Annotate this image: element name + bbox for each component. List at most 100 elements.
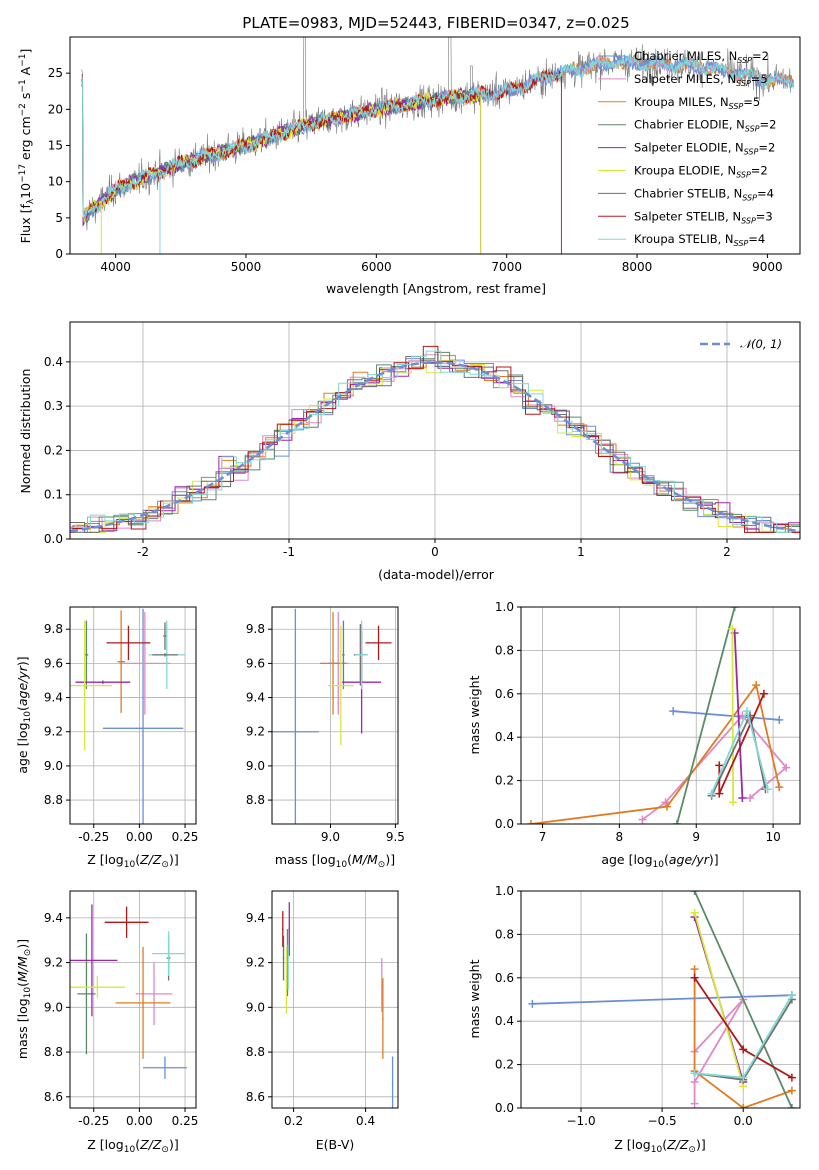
- legend-label: Salpeter STELIB, NSSP=3: [634, 209, 773, 225]
- y-tick-label: 9.6: [246, 656, 265, 670]
- legend-label: Salpeter ELODIE, NSSP=2: [634, 141, 775, 157]
- residuals-ylabel: Normed distribution: [18, 369, 33, 494]
- x-tick-label: 0.25: [172, 1114, 199, 1128]
- y-tick-label: 0.4: [495, 730, 514, 744]
- x-tick-label: −1.0: [566, 1114, 595, 1128]
- weight-marker: [775, 783, 784, 792]
- y-tick-label: 9.0: [246, 1000, 265, 1014]
- weight-marker: [739, 1073, 748, 1082]
- histograms: [70, 345, 800, 533]
- weight-marker: [787, 1104, 796, 1108]
- massE-xlabel: E(B-V): [316, 1137, 355, 1152]
- error-bars: [282, 902, 394, 1108]
- y-tick-label: 8.8: [246, 793, 265, 807]
- y-tick-label: 9.4: [44, 691, 63, 705]
- weight-line: [693, 891, 793, 1108]
- weight-lines: [526, 607, 791, 824]
- y-tick-label: 9.8: [246, 622, 265, 636]
- y-tick-label: 9.4: [246, 911, 265, 925]
- weight-line: [693, 912, 745, 1087]
- massweight-vs-age-panel: 7 8 9 10 0.0 0.2 0.4 0.6 0.8 1.0: [495, 600, 801, 844]
- y-tick-label: 0.8: [495, 927, 514, 941]
- y-tick-label: 9.0: [246, 759, 265, 773]
- x-tick-label: −0.5: [648, 1114, 677, 1128]
- spectrum-legend: Chabrier MILES, NSSP=2 Salpeter MILES, NS…: [598, 49, 776, 248]
- residuals-panel: -2 -1 0 1 2 0.0 0.1 0.2 0.3 0.4 𝒩(0, 1): [44, 321, 801, 559]
- weight-marker: [707, 789, 716, 798]
- axes-frame: [69, 36, 801, 255]
- histogram-line: [70, 360, 800, 533]
- weight-line: [731, 628, 734, 803]
- weight-line: [733, 632, 744, 799]
- age-vs-mass-panel: 9.0 9.5 8.8 9.0 9.2 9.4 9.6 9.8: [246, 606, 405, 844]
- model-line: [81, 54, 794, 218]
- y-tick-label: 0.0: [44, 532, 63, 546]
- axes-frame: [271, 606, 399, 825]
- legend-label: Chabrier STELIB, NSSP=4: [634, 186, 774, 202]
- y-tick-label: 0.2: [495, 774, 514, 788]
- spectrum-lines: [81, 37, 794, 254]
- weight-marker: [690, 1099, 699, 1108]
- y-tick-label: 0.4: [495, 1014, 514, 1028]
- legend-label: Salpeter MILES, NSSP=5: [634, 72, 768, 88]
- y-tick-label: 15: [48, 139, 63, 153]
- y-tick-label: 0.8: [495, 643, 514, 657]
- weight-marker: [715, 789, 724, 798]
- normal-curve: [70, 361, 800, 533]
- weight-marker: [715, 761, 724, 770]
- mwAge-xlabel: age [log10(age/yr)]: [601, 852, 718, 870]
- y-tick-label: 9.8: [44, 622, 63, 636]
- x-tick-label: 9000: [752, 260, 783, 274]
- weight-marker: [739, 1045, 748, 1054]
- weight-marker: [728, 624, 737, 633]
- residuals-xlabel: (data-model)/error: [378, 567, 495, 582]
- weight-marker: [730, 607, 739, 611]
- weight-line: [676, 607, 736, 824]
- weight-marker: [690, 1069, 699, 1078]
- weight-marker: [690, 891, 699, 895]
- x-tick-label: 5000: [231, 260, 262, 274]
- weight-marker: [746, 793, 755, 802]
- x-tick-label: -1: [283, 545, 295, 559]
- y-tick-label: 0: [55, 247, 63, 261]
- axes-frame: [69, 321, 801, 540]
- weight-marker: [739, 1104, 748, 1108]
- x-tick-label: -0.25: [78, 830, 109, 844]
- legend-label: Kroupa MILES, NSSP=5: [634, 95, 760, 111]
- x-tick-label: 7000: [491, 260, 522, 274]
- weight-line: [693, 998, 744, 1104]
- x-tick-label: 0.4: [356, 1114, 375, 1128]
- weight-marker: [787, 991, 796, 1000]
- legend-label: 𝒩(0, 1): [740, 337, 782, 351]
- axes-frame: [271, 890, 399, 1109]
- error-bars: [70, 608, 186, 824]
- mwZ-ylabel: mass weight: [467, 959, 482, 1038]
- weight-marker: [690, 908, 699, 917]
- y-tick-label: 1.0: [495, 884, 514, 898]
- mass-vs-EBV-panel: 0.2 0.4 8.6 8.8 9.0 9.2 9.4: [246, 890, 399, 1128]
- weight-line: [641, 714, 788, 821]
- legend-label: Chabrier ELODIE, NSSP=2: [634, 118, 776, 134]
- x-tick-label: 2: [723, 545, 731, 559]
- y-tick-label: 20: [48, 102, 63, 116]
- x-tick-label: 0.0: [734, 1114, 753, 1128]
- legend-label: Chabrier MILES, NSSP=2: [634, 49, 769, 65]
- x-tick-label: 1: [577, 545, 585, 559]
- y-tick-label: 9.2: [44, 725, 63, 739]
- weight-marker: [528, 999, 537, 1008]
- axes-frame: [520, 606, 801, 825]
- axes-frame: [520, 890, 801, 1109]
- weight-marker: [742, 707, 751, 716]
- weight-marker: [690, 1077, 699, 1086]
- y-tick-label: 9.0: [44, 1000, 63, 1014]
- weight-marker: [752, 681, 761, 690]
- y-tick-label: 8.6: [44, 1090, 63, 1104]
- y-tick-label: 0.4: [44, 355, 63, 369]
- x-tick-label: 0.2: [284, 1114, 303, 1128]
- y-tick-label: 8.8: [44, 1045, 63, 1059]
- age-vs-Z-panel: -0.25 0.00 0.25 8.8 9.0 9.2 9.4 9.6 9.8: [44, 606, 198, 844]
- y-tick-label: 9.0: [44, 759, 63, 773]
- y-tick-label: 10: [48, 175, 63, 189]
- y-tick-label: 8.6: [246, 1090, 265, 1104]
- y-tick-label: 9.2: [246, 956, 265, 970]
